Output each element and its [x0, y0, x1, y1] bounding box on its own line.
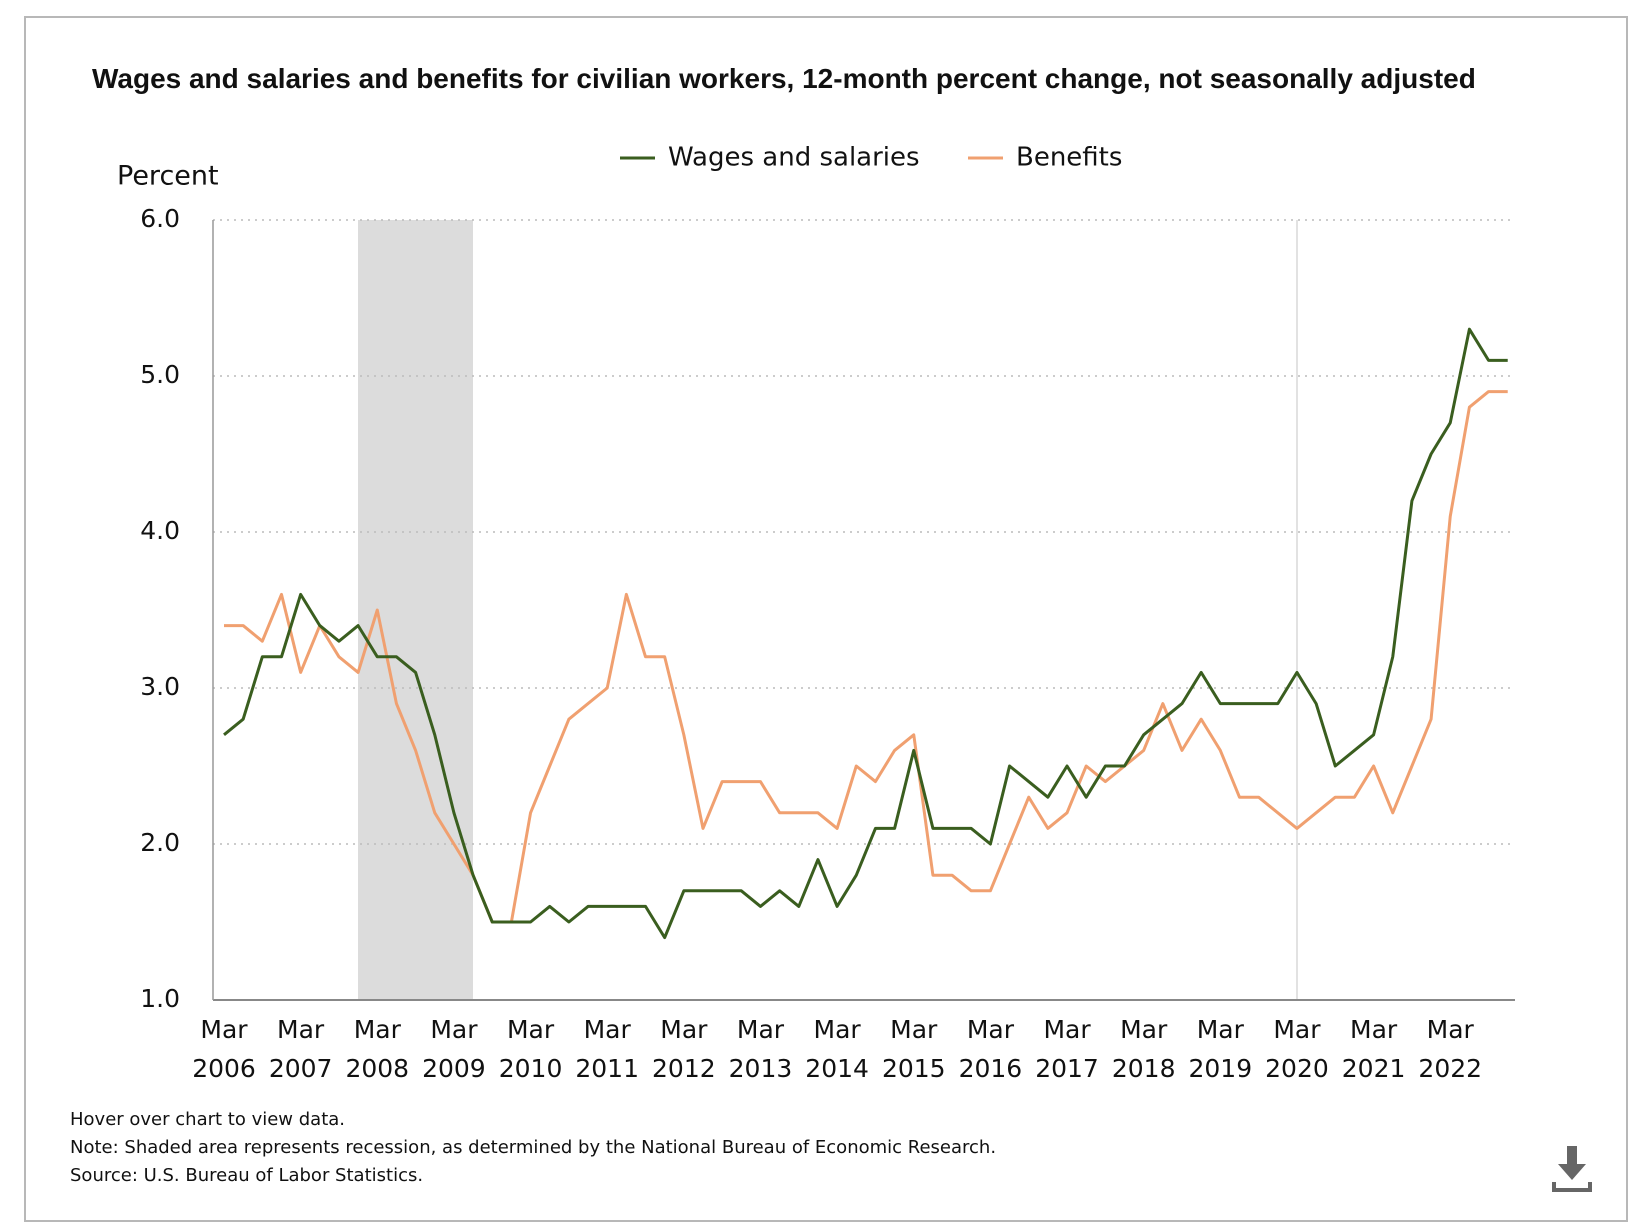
icon-part[interactable] — [1552, 1182, 1592, 1192]
x-tick-label: Mar 2022 — [1418, 1015, 1482, 1083]
x-tick-label: Mar 2015 — [882, 1015, 946, 1083]
x-tick-label: Mar 2019 — [1189, 1015, 1253, 1083]
chart-frame — [24, 16, 1628, 1222]
y-tick-label: 5.0 — [140, 360, 180, 389]
legend-label: Wages and salaries — [668, 143, 920, 173]
x-tick-label: Mar 2021 — [1342, 1015, 1406, 1083]
x-tick-label: Mar 2011 — [575, 1015, 639, 1083]
x-tick-label: Mar 2020 — [1265, 1015, 1329, 1083]
y-axis-label: Percent — [117, 161, 219, 192]
series-line — [224, 390, 1508, 924]
x-tick-label: Mar 2017 — [1035, 1015, 1099, 1083]
x-tick-label: Mar 2012 — [652, 1015, 716, 1083]
series-line — [223, 327, 1508, 940]
x-tick-label: Mar 2009 — [422, 1015, 486, 1083]
x-tick-label: Mar 2013 — [729, 1015, 793, 1083]
recession-shade — [358, 220, 473, 1000]
x-tick-label: Mar 2010 — [499, 1015, 563, 1083]
chart-title: Wages and salaries and benefits for civi… — [92, 63, 1476, 94]
x-tick-label: Mar 2007 — [269, 1015, 333, 1083]
x-tick-label: Mar 2018 — [1112, 1015, 1176, 1083]
x-tick-label: Mar 2014 — [805, 1015, 869, 1083]
y-tick-label: 2.0 — [140, 828, 180, 857]
x-tick-label: Mar 2016 — [959, 1015, 1023, 1083]
x-tick-label: Mar 2008 — [345, 1015, 409, 1083]
y-tick-label: 4.0 — [140, 516, 180, 545]
y-tick-label: 3.0 — [140, 672, 180, 701]
note: Hover over chart to view data. — [70, 1109, 345, 1130]
y-tick-label: 6.0 — [140, 204, 180, 233]
note: Note: Shaded area represents recession, … — [70, 1137, 996, 1158]
x-tick-label: Mar 2006 — [192, 1015, 256, 1083]
legend-label: Benefits — [1016, 143, 1122, 173]
download-icon[interactable] — [1552, 1146, 1592, 1192]
note: Source: U.S. Bureau of Labor Statistics. — [70, 1165, 423, 1186]
y-tick-label: 1.0 — [140, 984, 180, 1013]
icon-part[interactable] — [1558, 1164, 1586, 1180]
icon-part[interactable] — [1567, 1146, 1577, 1166]
